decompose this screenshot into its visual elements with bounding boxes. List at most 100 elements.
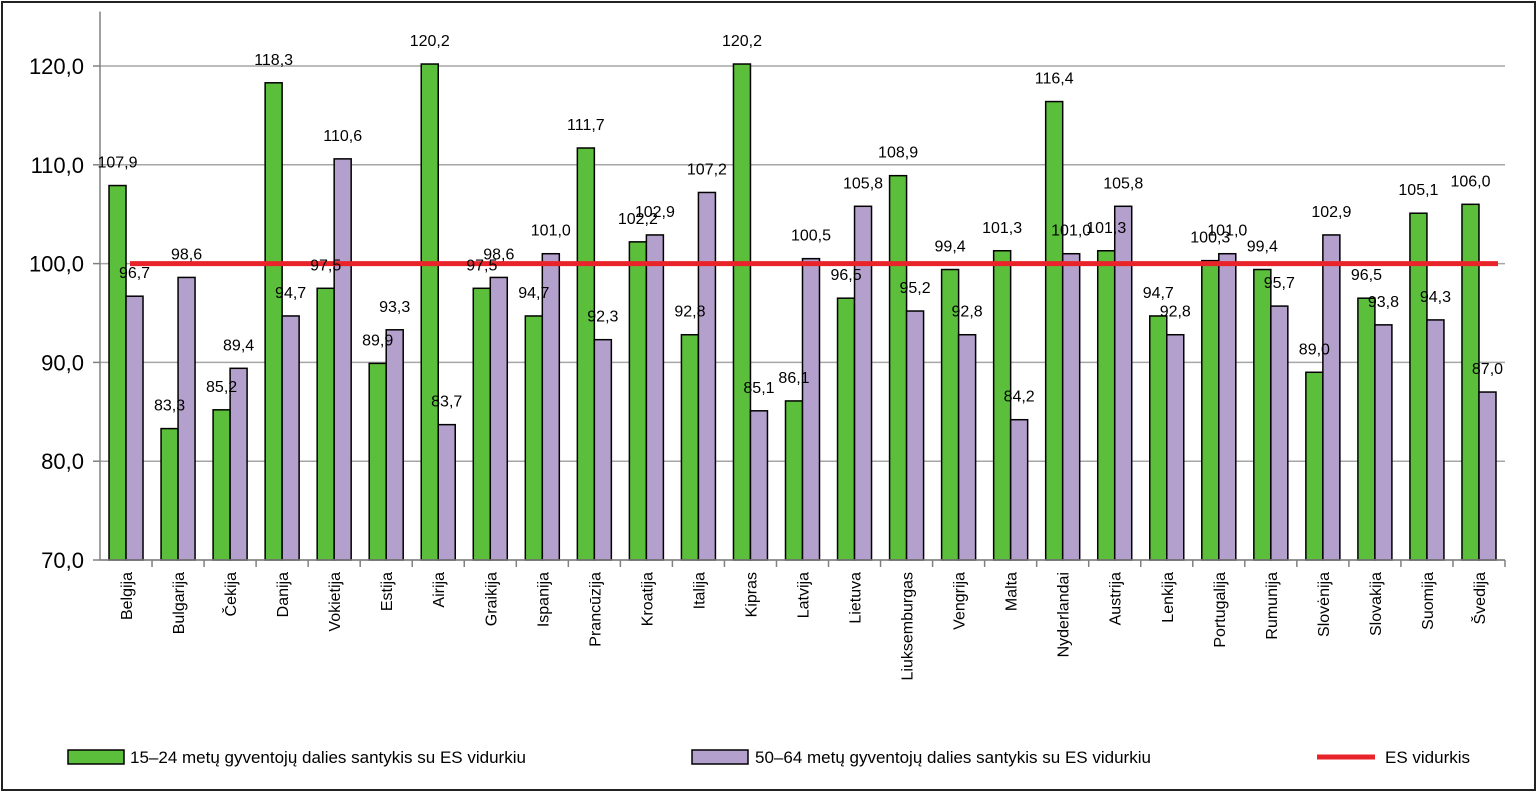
data-label-senior: 92,3 (587, 309, 618, 326)
bar-youth-3 (264, 82, 283, 561)
x-tick-label: Švedija (1470, 572, 1489, 625)
bar-youth-7 (472, 287, 492, 561)
bar-youth-10 (628, 241, 648, 561)
bar-youth-15 (888, 174, 908, 561)
data-label-senior: 101,0 (531, 223, 571, 240)
data-label-youth: 118,3 (254, 52, 293, 69)
data-label-youth: 97,5 (466, 257, 497, 274)
y-tick-label: 120,0 (29, 54, 84, 79)
data-label-senior: 102,9 (1311, 204, 1351, 221)
data-label-youth: 99,4 (935, 239, 966, 256)
data-label-youth: 97,5 (310, 257, 341, 274)
data-label-senior: 102,9 (635, 204, 675, 221)
legend: 15–24 metų gyventojų dalies santykis su … (67, 748, 1470, 767)
data-label-senior: 84,2 (1004, 389, 1035, 406)
x-tick-label: Graikija (483, 572, 500, 626)
y-axis-ticks: 70,0 80,0 90,0 100,0 110,0 120,0 (29, 54, 84, 573)
data-label-senior: 92,8 (1160, 304, 1191, 321)
bar-youth-14 (836, 297, 856, 561)
bar-youth-24 (1357, 297, 1376, 561)
x-tick-label: Slovėnija (1316, 572, 1333, 637)
bar-senior-23 (1322, 234, 1341, 561)
data-label-youth: 108,9 (878, 145, 918, 162)
x-tick-label: Kroatija (639, 572, 656, 626)
y-tick-label: 90,0 (41, 350, 84, 375)
bar-senior-26 (1478, 391, 1497, 561)
legend-label-youth: 15–24 metų gyventojų dalies santykis su … (130, 748, 526, 767)
x-tick-label: Lietuva (848, 572, 865, 624)
bar-senior-16 (957, 333, 977, 561)
data-label-youth: 83,3 (154, 398, 185, 415)
x-tick-label: Vengrija (952, 572, 969, 630)
bar-senior-7 (489, 276, 509, 561)
bar-youth-2 (212, 409, 231, 561)
x-tick-label: Kipras (743, 572, 760, 617)
data-label-senior: 89,4 (223, 337, 254, 354)
x-tick-label: Liuksemburgas (900, 572, 917, 681)
data-label-youth: 96,5 (1351, 267, 1382, 284)
x-tick-label: Ispanija (535, 572, 552, 627)
data-label-youth: 100,3 (1190, 230, 1230, 247)
data-label-senior: 105,8 (1103, 175, 1143, 192)
x-tick-label: Nyderlandai (1056, 572, 1073, 657)
data-label-senior: 94,7 (275, 285, 306, 302)
bar-senior-19 (1113, 205, 1133, 561)
bar-senior-24 (1374, 324, 1393, 561)
x-tick-label: Austrija (1108, 572, 1125, 625)
x-tick-label: Italija (691, 572, 708, 609)
bar-youth-12 (732, 63, 752, 561)
bar-senior-20 (1166, 333, 1185, 561)
bar-youth-21 (1201, 259, 1220, 561)
bar-youth-0 (108, 184, 127, 561)
data-label-youth: 116,4 (1035, 71, 1074, 88)
bar-youth-9 (576, 147, 596, 561)
legend-label-reference: ES vidurkis (1385, 748, 1470, 767)
bar-senior-18 (1061, 252, 1081, 561)
data-label-senior: 87,0 (1472, 361, 1503, 378)
bar-youth-13 (784, 400, 804, 561)
bar-senior-21 (1218, 252, 1237, 561)
bar-youth-6 (420, 63, 439, 561)
y-tick-label: 100,0 (29, 252, 84, 277)
x-tick-label: Čekija (221, 572, 240, 617)
bar-senior-12 (749, 410, 769, 561)
bar-senior-6 (437, 423, 456, 561)
bar-senior-1 (177, 276, 196, 561)
x-tick-label: Portugalija (1212, 572, 1229, 648)
bar-senior-14 (853, 205, 873, 561)
data-label-senior: 100,5 (791, 228, 831, 245)
data-label-youth: 89,9 (362, 332, 393, 349)
data-label-youth: 86,1 (778, 370, 809, 387)
data-label-youth: 101,3 (982, 220, 1022, 237)
bar-youth-8 (524, 315, 544, 561)
x-tick-label: Vokietija (327, 572, 344, 632)
bar-youth-19 (1096, 250, 1116, 561)
legend-swatch-senior (691, 749, 749, 765)
data-label-senior: 98,6 (171, 246, 202, 263)
bar-youth-18 (1044, 100, 1064, 561)
bar-senior-22 (1270, 305, 1289, 561)
x-tick-label: Bulgarija (171, 572, 188, 634)
data-label-youth: 106,0 (1450, 173, 1490, 190)
data-label-youth: 111,7 (567, 117, 605, 134)
x-tick-label: Estija (379, 572, 396, 611)
x-axis-ticks: Belgija Bulgarija Čekija Danija Vokietija Est… (100, 559, 1506, 681)
data-label-senior: 83,7 (431, 394, 462, 411)
data-label-senior: 98,6 (483, 246, 514, 263)
bar-youth-23 (1305, 371, 1324, 561)
data-label-senior: 107,2 (687, 161, 727, 178)
data-label-youth: 96,5 (830, 267, 861, 284)
bars (108, 63, 1497, 561)
bar-senior-3 (281, 315, 300, 561)
bar-senior-15 (905, 310, 925, 561)
y-tick-label: 80,0 (41, 449, 84, 474)
x-tick-label: Slovakija (1368, 572, 1385, 636)
data-label-senior: 92,8 (952, 304, 983, 321)
x-tick-label: Belgija (119, 572, 136, 620)
y-tick-label: 110,0 (31, 153, 84, 178)
data-label-senior: 95,7 (1264, 275, 1295, 292)
bar-senior-25 (1426, 319, 1445, 561)
x-tick-label: Danija (275, 572, 292, 617)
data-label-youth: 94,7 (518, 285, 549, 302)
